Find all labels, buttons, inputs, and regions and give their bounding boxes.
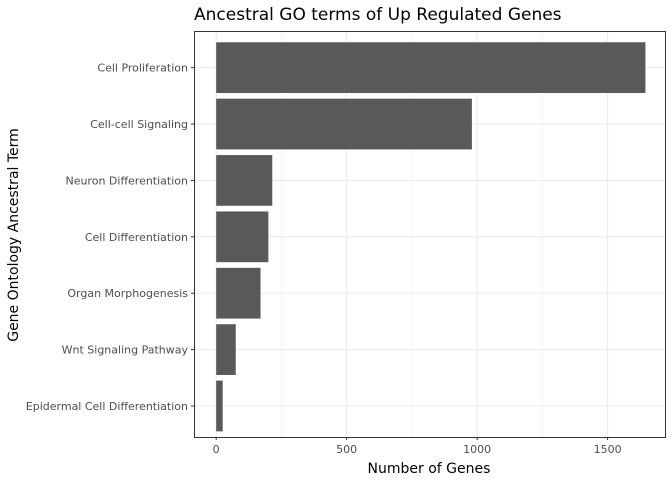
y-tick-label: Organ Morphogenesis (67, 287, 188, 300)
y-axis-title: Gene Ontology Ancestral Term (6, 128, 22, 342)
y-tick-label: Epidermal Cell Differentiation (26, 400, 188, 413)
panel-border (194, 31, 666, 438)
chart-title: Ancestral GO terms of Up Regulated Genes (194, 5, 562, 25)
x-tick-label: 1000 (463, 443, 491, 456)
x-tick-label: 0 (213, 443, 220, 456)
bar (216, 98, 472, 150)
x-axis: 0 500 1000 1500 (213, 437, 622, 456)
bar (216, 211, 269, 263)
y-tick-label: Cell-cell Signaling (90, 118, 188, 131)
bar (216, 42, 646, 94)
x-tick-label: 1500 (594, 443, 622, 456)
bar (216, 380, 223, 432)
y-tick-label: Cell Proliferation (97, 62, 188, 75)
grid-layer (194, 31, 665, 437)
bar (216, 267, 261, 319)
y-axis: Cell Proliferation Cell-cell Signaling Neu… (26, 62, 194, 413)
y-tick-label: Wnt Signaling Pathway (62, 344, 189, 357)
bar (216, 324, 236, 375)
x-axis-title: Number of Genes (368, 461, 491, 477)
x-tick-label: 500 (336, 443, 357, 456)
y-tick-label: Neuron Differentiation (65, 174, 188, 187)
y-tick-label: Cell Differentiation (85, 231, 188, 244)
bars-layer (216, 42, 646, 432)
bar (216, 155, 273, 206)
